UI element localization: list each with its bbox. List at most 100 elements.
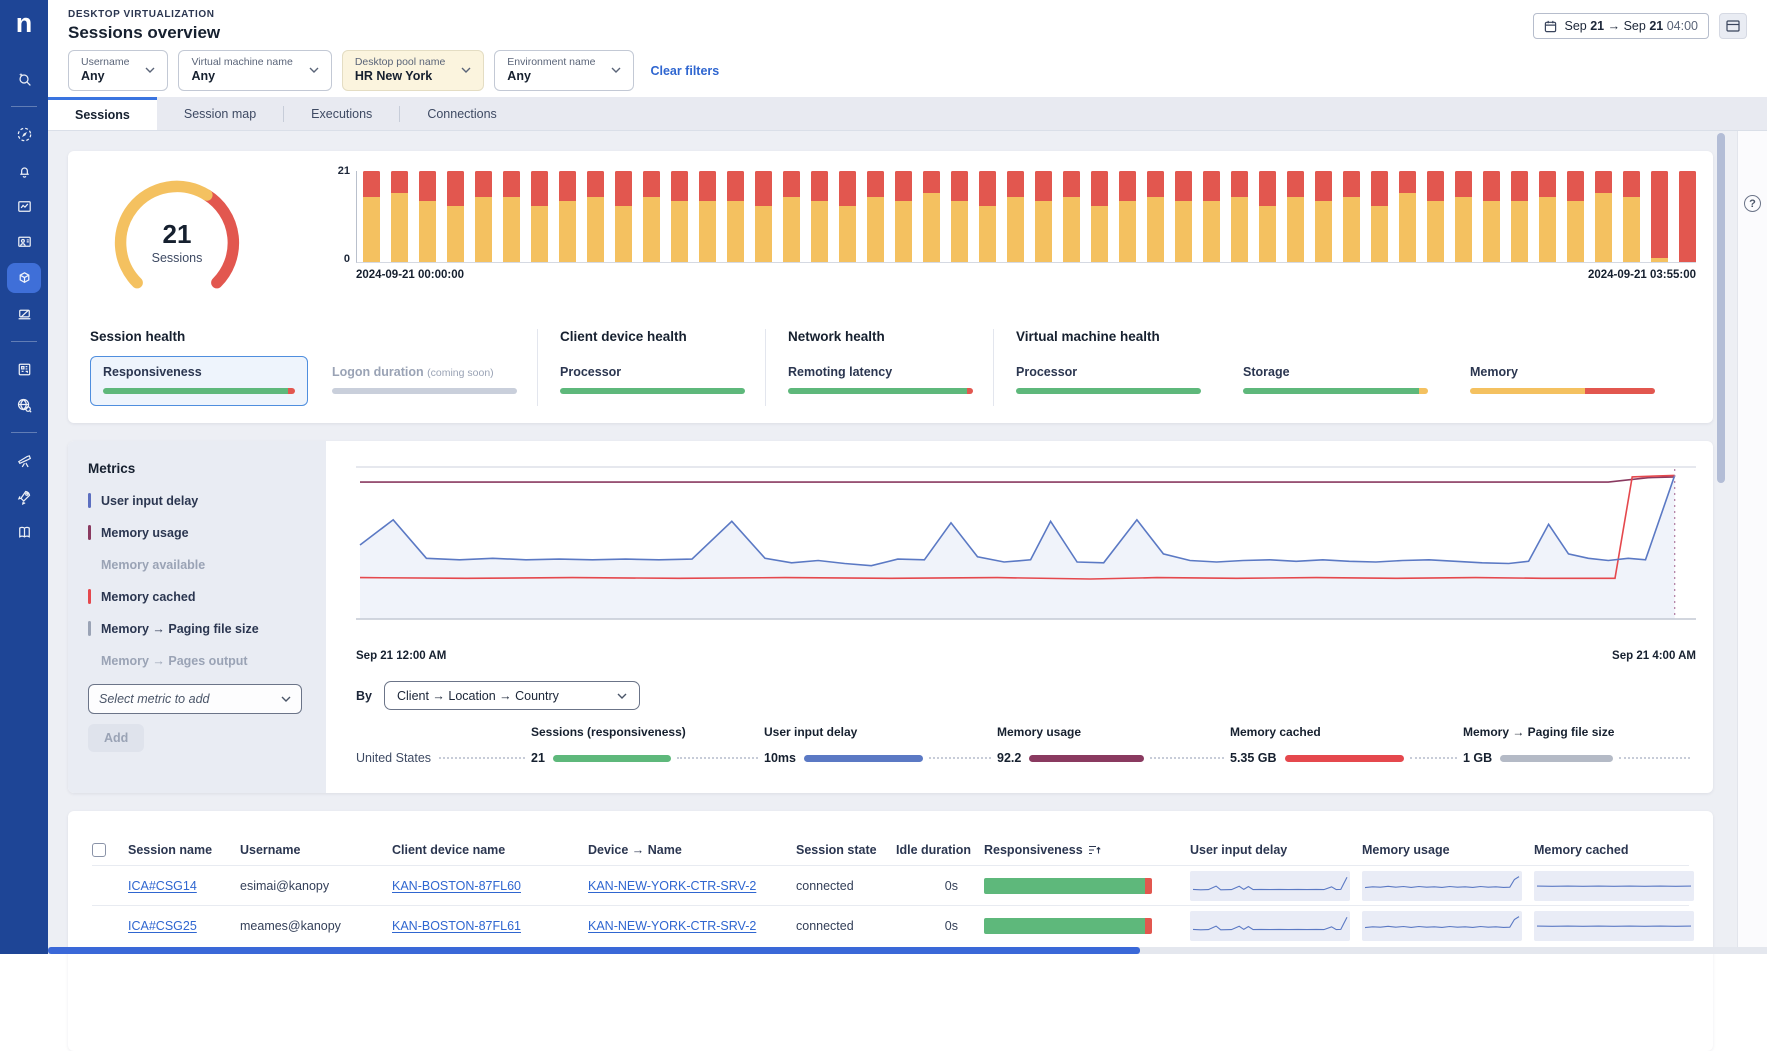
client-device-link[interactable]: KAN-BOSTON-87FL60 <box>392 878 521 893</box>
select-all-checkbox[interactable] <box>92 843 106 857</box>
line-chart-svg[interactable] <box>356 463 1696 641</box>
session-name-link[interactable]: ICA#CSG25 <box>128 918 197 933</box>
session-time-bar[interactable] <box>1427 171 1444 262</box>
help-icon[interactable]: ? <box>1744 195 1761 212</box>
session-time-bar[interactable] <box>1371 171 1388 262</box>
session-name-link[interactable]: ICA#CSG14 <box>128 878 197 893</box>
table-row[interactable]: ICA#CSG14 esimai@kanopy KAN-BOSTON-87FL60 K… <box>92 865 1694 905</box>
session-time-bar[interactable] <box>699 171 716 262</box>
session-time-bar[interactable] <box>755 171 772 262</box>
session-time-bar[interactable] <box>1623 171 1640 262</box>
session-time-bar[interactable] <box>1511 171 1528 262</box>
session-time-bar[interactable] <box>363 171 380 262</box>
metric-item-memory-cached[interactable]: Memory cached <box>88 589 306 604</box>
column-header-mem_spark[interactable]: Memory usage <box>1362 843 1450 857</box>
session-time-bar[interactable] <box>1287 171 1304 262</box>
tab-sessions[interactable]: Sessions <box>48 97 157 130</box>
session-time-bar[interactable] <box>1007 171 1024 262</box>
sidebar-item-alerts-bell[interactable] <box>7 155 41 185</box>
filter-username[interactable]: Username Any <box>68 50 169 92</box>
filter-environment-name[interactable]: Environment name Any <box>494 50 635 92</box>
tab-session-map[interactable]: Session map <box>183 106 257 121</box>
tab-connections[interactable]: Connections <box>427 106 497 121</box>
session-time-bar[interactable] <box>1035 171 1052 262</box>
session-time-bar[interactable] <box>839 171 856 262</box>
metric-item-memory-usage[interactable]: Memory usage <box>88 525 306 540</box>
sidebar-item-explore-compass[interactable] <box>7 119 41 149</box>
brand-logo[interactable]: n <box>15 8 33 38</box>
session-time-bar[interactable] <box>531 171 548 262</box>
column-header-idle[interactable]: Idle duration <box>896 843 971 857</box>
session-time-bar[interactable] <box>1259 171 1276 262</box>
session-time-bar[interactable] <box>447 171 464 262</box>
vertical-scrollbar-thumb[interactable] <box>1717 133 1725 483</box>
column-header-cache_spark[interactable]: Memory cached <box>1534 843 1629 857</box>
panel-toggle-button[interactable] <box>1719 13 1747 39</box>
sidebar-item-sessions-cube[interactable] <box>7 263 41 293</box>
session-time-bar[interactable] <box>1315 171 1332 262</box>
session-time-bar[interactable] <box>671 171 688 262</box>
tab-executions[interactable]: Executions <box>311 106 373 121</box>
session-time-bar[interactable] <box>1455 171 1472 262</box>
session-time-bar[interactable] <box>811 171 828 262</box>
column-header-uid_spark[interactable]: User input delay <box>1190 843 1288 857</box>
session-time-bar[interactable] <box>1147 171 1164 262</box>
sidebar-item-rocket[interactable] <box>7 481 41 511</box>
session-time-bar[interactable] <box>419 171 436 262</box>
group-by-dropdown[interactable]: Client → Location → Country <box>383 681 640 710</box>
sidebar-item-devices-laptop[interactable] <box>7 299 41 329</box>
session-time-bar[interactable] <box>923 171 940 262</box>
session-time-bar[interactable] <box>503 171 520 262</box>
session-time-bar[interactable] <box>1063 171 1080 262</box>
session-time-bar[interactable] <box>783 171 800 262</box>
sidebar-item-global-search[interactable] <box>7 390 41 420</box>
health-item-storage[interactable]: Storage <box>1243 356 1428 394</box>
add-metric-button[interactable]: Add <box>88 724 145 752</box>
session-time-bar[interactable] <box>1567 171 1584 262</box>
session-time-bar[interactable] <box>1119 171 1136 262</box>
session-time-bar[interactable] <box>1203 171 1220 262</box>
device-name-link[interactable]: KAN-NEW-YORK-CTR-SRV-2 <box>588 878 757 893</box>
health-item-processor[interactable]: Processor <box>1016 356 1201 394</box>
date-range-button[interactable]: Sep 21 → Sep 21 04:00 <box>1533 13 1709 39</box>
session-time-bar[interactable] <box>1231 171 1248 262</box>
session-time-bar[interactable] <box>1539 171 1556 262</box>
metric-item-memory-paging-file-size[interactable]: Memory → Paging file size <box>88 621 306 636</box>
sidebar-item-training-board[interactable] <box>7 227 41 257</box>
metric-item-user-input-delay[interactable]: User input delay <box>88 493 306 508</box>
sidebar-item-ai-search[interactable] <box>7 64 41 94</box>
health-item-logon-duration[interactable]: Logon duration (coming soon) <box>332 356 517 406</box>
session-time-bar[interactable] <box>1483 171 1500 262</box>
session-time-bar[interactable] <box>1343 171 1360 262</box>
horizontal-scrollbar-thumb[interactable] <box>48 947 1140 954</box>
column-header-session_name[interactable]: Session name <box>128 843 213 857</box>
table-row[interactable]: ICA#CSG25 meames@kanopy KAN-BOSTON-87FL61 K… <box>92 905 1694 945</box>
session-time-bar[interactable] <box>727 171 744 262</box>
filter-desktop-pool-name[interactable]: Desktop pool name HR New York <box>341 50 485 92</box>
session-time-bar[interactable] <box>587 171 604 262</box>
session-time-bar[interactable] <box>475 171 492 262</box>
session-time-bar[interactable] <box>1651 171 1668 262</box>
device-name-link[interactable]: KAN-NEW-YORK-CTR-SRV-2 <box>588 918 757 933</box>
sidebar-item-telescope[interactable] <box>7 445 41 475</box>
session-time-bar[interactable] <box>1399 171 1416 262</box>
breakdown-row[interactable]: United States 21 10ms 92.2 5.35 GB 1 GB <box>356 751 1696 765</box>
session-time-bar[interactable] <box>895 171 912 262</box>
session-time-bar[interactable] <box>615 171 632 262</box>
sidebar-item-apps-grid[interactable] <box>7 354 41 384</box>
session-time-bar[interactable] <box>643 171 660 262</box>
health-item-memory[interactable]: Memory <box>1470 356 1655 394</box>
column-header-responsiveness[interactable]: Responsiveness <box>984 843 1190 857</box>
clear-filters-button[interactable]: Clear filters <box>650 63 720 78</box>
column-header-device_name[interactable]: Device → Name <box>588 843 682 857</box>
health-item-processor[interactable]: Processor <box>560 356 745 394</box>
session-time-bar[interactable] <box>867 171 884 262</box>
metric-item-memory-pages-output[interactable]: Memory → Pages output <box>88 653 306 668</box>
session-time-bar[interactable] <box>391 171 408 262</box>
session-time-bar[interactable] <box>1175 171 1192 262</box>
filter-virtual-machine-name[interactable]: Virtual machine name Any <box>178 50 332 92</box>
session-time-bar[interactable] <box>979 171 996 262</box>
health-item-remoting-latency[interactable]: Remoting latency <box>788 356 973 394</box>
metric-item-memory-available[interactable]: Memory available <box>88 557 306 572</box>
session-time-bar[interactable] <box>1679 171 1696 262</box>
